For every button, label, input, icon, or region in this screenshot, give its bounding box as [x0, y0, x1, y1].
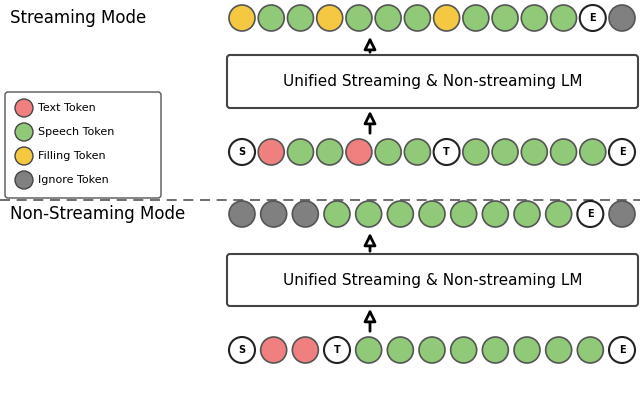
Circle shape	[463, 5, 489, 31]
Circle shape	[434, 5, 460, 31]
Circle shape	[387, 201, 413, 227]
Circle shape	[387, 337, 413, 363]
FancyBboxPatch shape	[5, 92, 161, 198]
Circle shape	[483, 337, 508, 363]
Circle shape	[317, 139, 342, 165]
FancyBboxPatch shape	[227, 254, 638, 306]
Circle shape	[292, 337, 318, 363]
Circle shape	[550, 139, 577, 165]
Circle shape	[346, 139, 372, 165]
Circle shape	[580, 139, 606, 165]
Circle shape	[404, 139, 430, 165]
Circle shape	[522, 5, 547, 31]
Text: E: E	[587, 209, 594, 219]
Circle shape	[229, 139, 255, 165]
Circle shape	[514, 337, 540, 363]
Circle shape	[609, 5, 635, 31]
Circle shape	[404, 5, 430, 31]
Circle shape	[451, 201, 477, 227]
Text: Unified Streaming & Non-streaming LM: Unified Streaming & Non-streaming LM	[283, 272, 582, 288]
Circle shape	[15, 99, 33, 117]
Text: E: E	[589, 13, 596, 23]
Circle shape	[483, 201, 508, 227]
Circle shape	[229, 5, 255, 31]
Text: E: E	[619, 147, 625, 157]
Circle shape	[15, 171, 33, 189]
Circle shape	[287, 139, 314, 165]
Text: Text Token: Text Token	[38, 103, 96, 113]
Circle shape	[463, 139, 489, 165]
Circle shape	[375, 5, 401, 31]
Circle shape	[609, 139, 635, 165]
Circle shape	[451, 337, 477, 363]
Circle shape	[514, 201, 540, 227]
Circle shape	[324, 337, 350, 363]
Circle shape	[346, 5, 372, 31]
Circle shape	[15, 147, 33, 165]
Circle shape	[229, 337, 255, 363]
Text: E: E	[619, 345, 625, 355]
Text: Speech Token: Speech Token	[38, 127, 115, 137]
Circle shape	[577, 337, 604, 363]
Circle shape	[260, 337, 287, 363]
Circle shape	[492, 5, 518, 31]
Circle shape	[577, 201, 604, 227]
Text: T: T	[444, 147, 450, 157]
Text: S: S	[239, 147, 246, 157]
Text: Unified Streaming & Non-streaming LM: Unified Streaming & Non-streaming LM	[283, 74, 582, 89]
Circle shape	[492, 139, 518, 165]
Circle shape	[546, 201, 572, 227]
Circle shape	[419, 201, 445, 227]
Text: Non-Streaming Mode: Non-Streaming Mode	[10, 205, 185, 223]
FancyBboxPatch shape	[227, 55, 638, 108]
Circle shape	[356, 337, 381, 363]
Circle shape	[317, 5, 342, 31]
Text: Ignore Token: Ignore Token	[38, 175, 109, 185]
Circle shape	[375, 139, 401, 165]
Circle shape	[258, 139, 284, 165]
Circle shape	[229, 201, 255, 227]
Text: Filling Token: Filling Token	[38, 151, 106, 161]
Circle shape	[15, 123, 33, 141]
Circle shape	[356, 201, 381, 227]
Circle shape	[546, 337, 572, 363]
Circle shape	[324, 201, 350, 227]
Text: Streaming Mode: Streaming Mode	[10, 9, 147, 27]
Text: S: S	[239, 345, 246, 355]
Circle shape	[258, 5, 284, 31]
Circle shape	[419, 337, 445, 363]
Circle shape	[550, 5, 577, 31]
Circle shape	[580, 5, 606, 31]
Circle shape	[260, 201, 287, 227]
Circle shape	[434, 139, 460, 165]
Circle shape	[522, 139, 547, 165]
Circle shape	[609, 201, 635, 227]
Circle shape	[609, 337, 635, 363]
Circle shape	[292, 201, 318, 227]
Text: T: T	[333, 345, 340, 355]
Circle shape	[287, 5, 314, 31]
